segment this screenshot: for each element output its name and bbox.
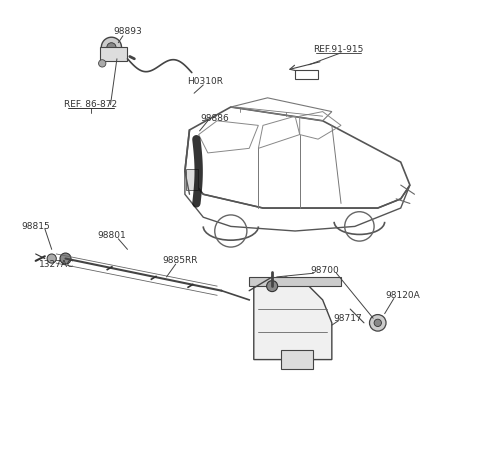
Text: 98700: 98700	[311, 266, 339, 274]
Circle shape	[47, 254, 56, 263]
Text: 98717: 98717	[334, 314, 362, 323]
Circle shape	[266, 280, 277, 292]
Circle shape	[374, 319, 382, 327]
Text: REF.91-915: REF.91-915	[313, 45, 364, 54]
Circle shape	[370, 315, 386, 331]
Circle shape	[98, 60, 106, 67]
Circle shape	[107, 43, 116, 52]
Bar	[186, 169, 198, 190]
Text: H0310R: H0310R	[188, 77, 224, 86]
Text: 98801: 98801	[97, 231, 126, 240]
Bar	[281, 350, 313, 369]
Text: 98886: 98886	[200, 114, 229, 123]
Bar	[100, 47, 128, 61]
Text: 9885RR: 9885RR	[163, 256, 198, 265]
Text: 98893: 98893	[113, 27, 142, 36]
Circle shape	[101, 37, 121, 57]
Text: REF. 86-872: REF. 86-872	[64, 100, 117, 109]
Text: 98815: 98815	[21, 222, 50, 231]
Circle shape	[60, 253, 71, 264]
Text: 98120A: 98120A	[385, 291, 420, 300]
Text: 1327AC: 1327AC	[39, 260, 74, 268]
Polygon shape	[254, 277, 332, 359]
Polygon shape	[249, 277, 341, 286]
